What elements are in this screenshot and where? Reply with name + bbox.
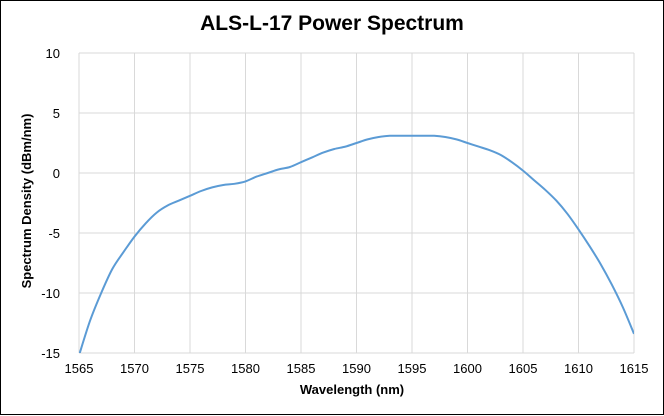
x-tick-label: 1595 (398, 361, 427, 376)
x-tick-label: 1590 (342, 361, 371, 376)
tick-labels: 1565 1570 1575 1580 1585 1590 1595 1600 1605 1610… (41, 46, 648, 376)
spectrum-series-line (79, 134, 634, 353)
x-tick-label: 1600 (453, 361, 482, 376)
x-tick-label: 1570 (120, 361, 149, 376)
y-tick-label: 10 (46, 46, 60, 61)
x-tick-label: 1610 (564, 361, 593, 376)
x-tick-label: 1585 (287, 361, 316, 376)
y-axis-title: Spectrum Density (dBm/nm) (19, 114, 34, 289)
y-tick-label: -5 (48, 226, 60, 241)
y-tick-label: -10 (41, 286, 60, 301)
x-tick-label: 1575 (176, 361, 205, 376)
x-axis-title: Wavelength (nm) (300, 382, 404, 397)
grid-layer (78, 52, 635, 354)
x-tick-label: 1565 (65, 361, 94, 376)
series-layer (79, 134, 634, 353)
y-tick-label: 5 (53, 106, 60, 121)
chart-title: ALS-L-17 Power Spectrum (200, 12, 464, 35)
x-tick-label: 1605 (509, 361, 538, 376)
x-tick-label: 1580 (231, 361, 260, 376)
y-tick-label: -15 (41, 346, 60, 361)
x-tick-label: 1615 (620, 361, 649, 376)
y-tick-label: 0 (53, 166, 60, 181)
